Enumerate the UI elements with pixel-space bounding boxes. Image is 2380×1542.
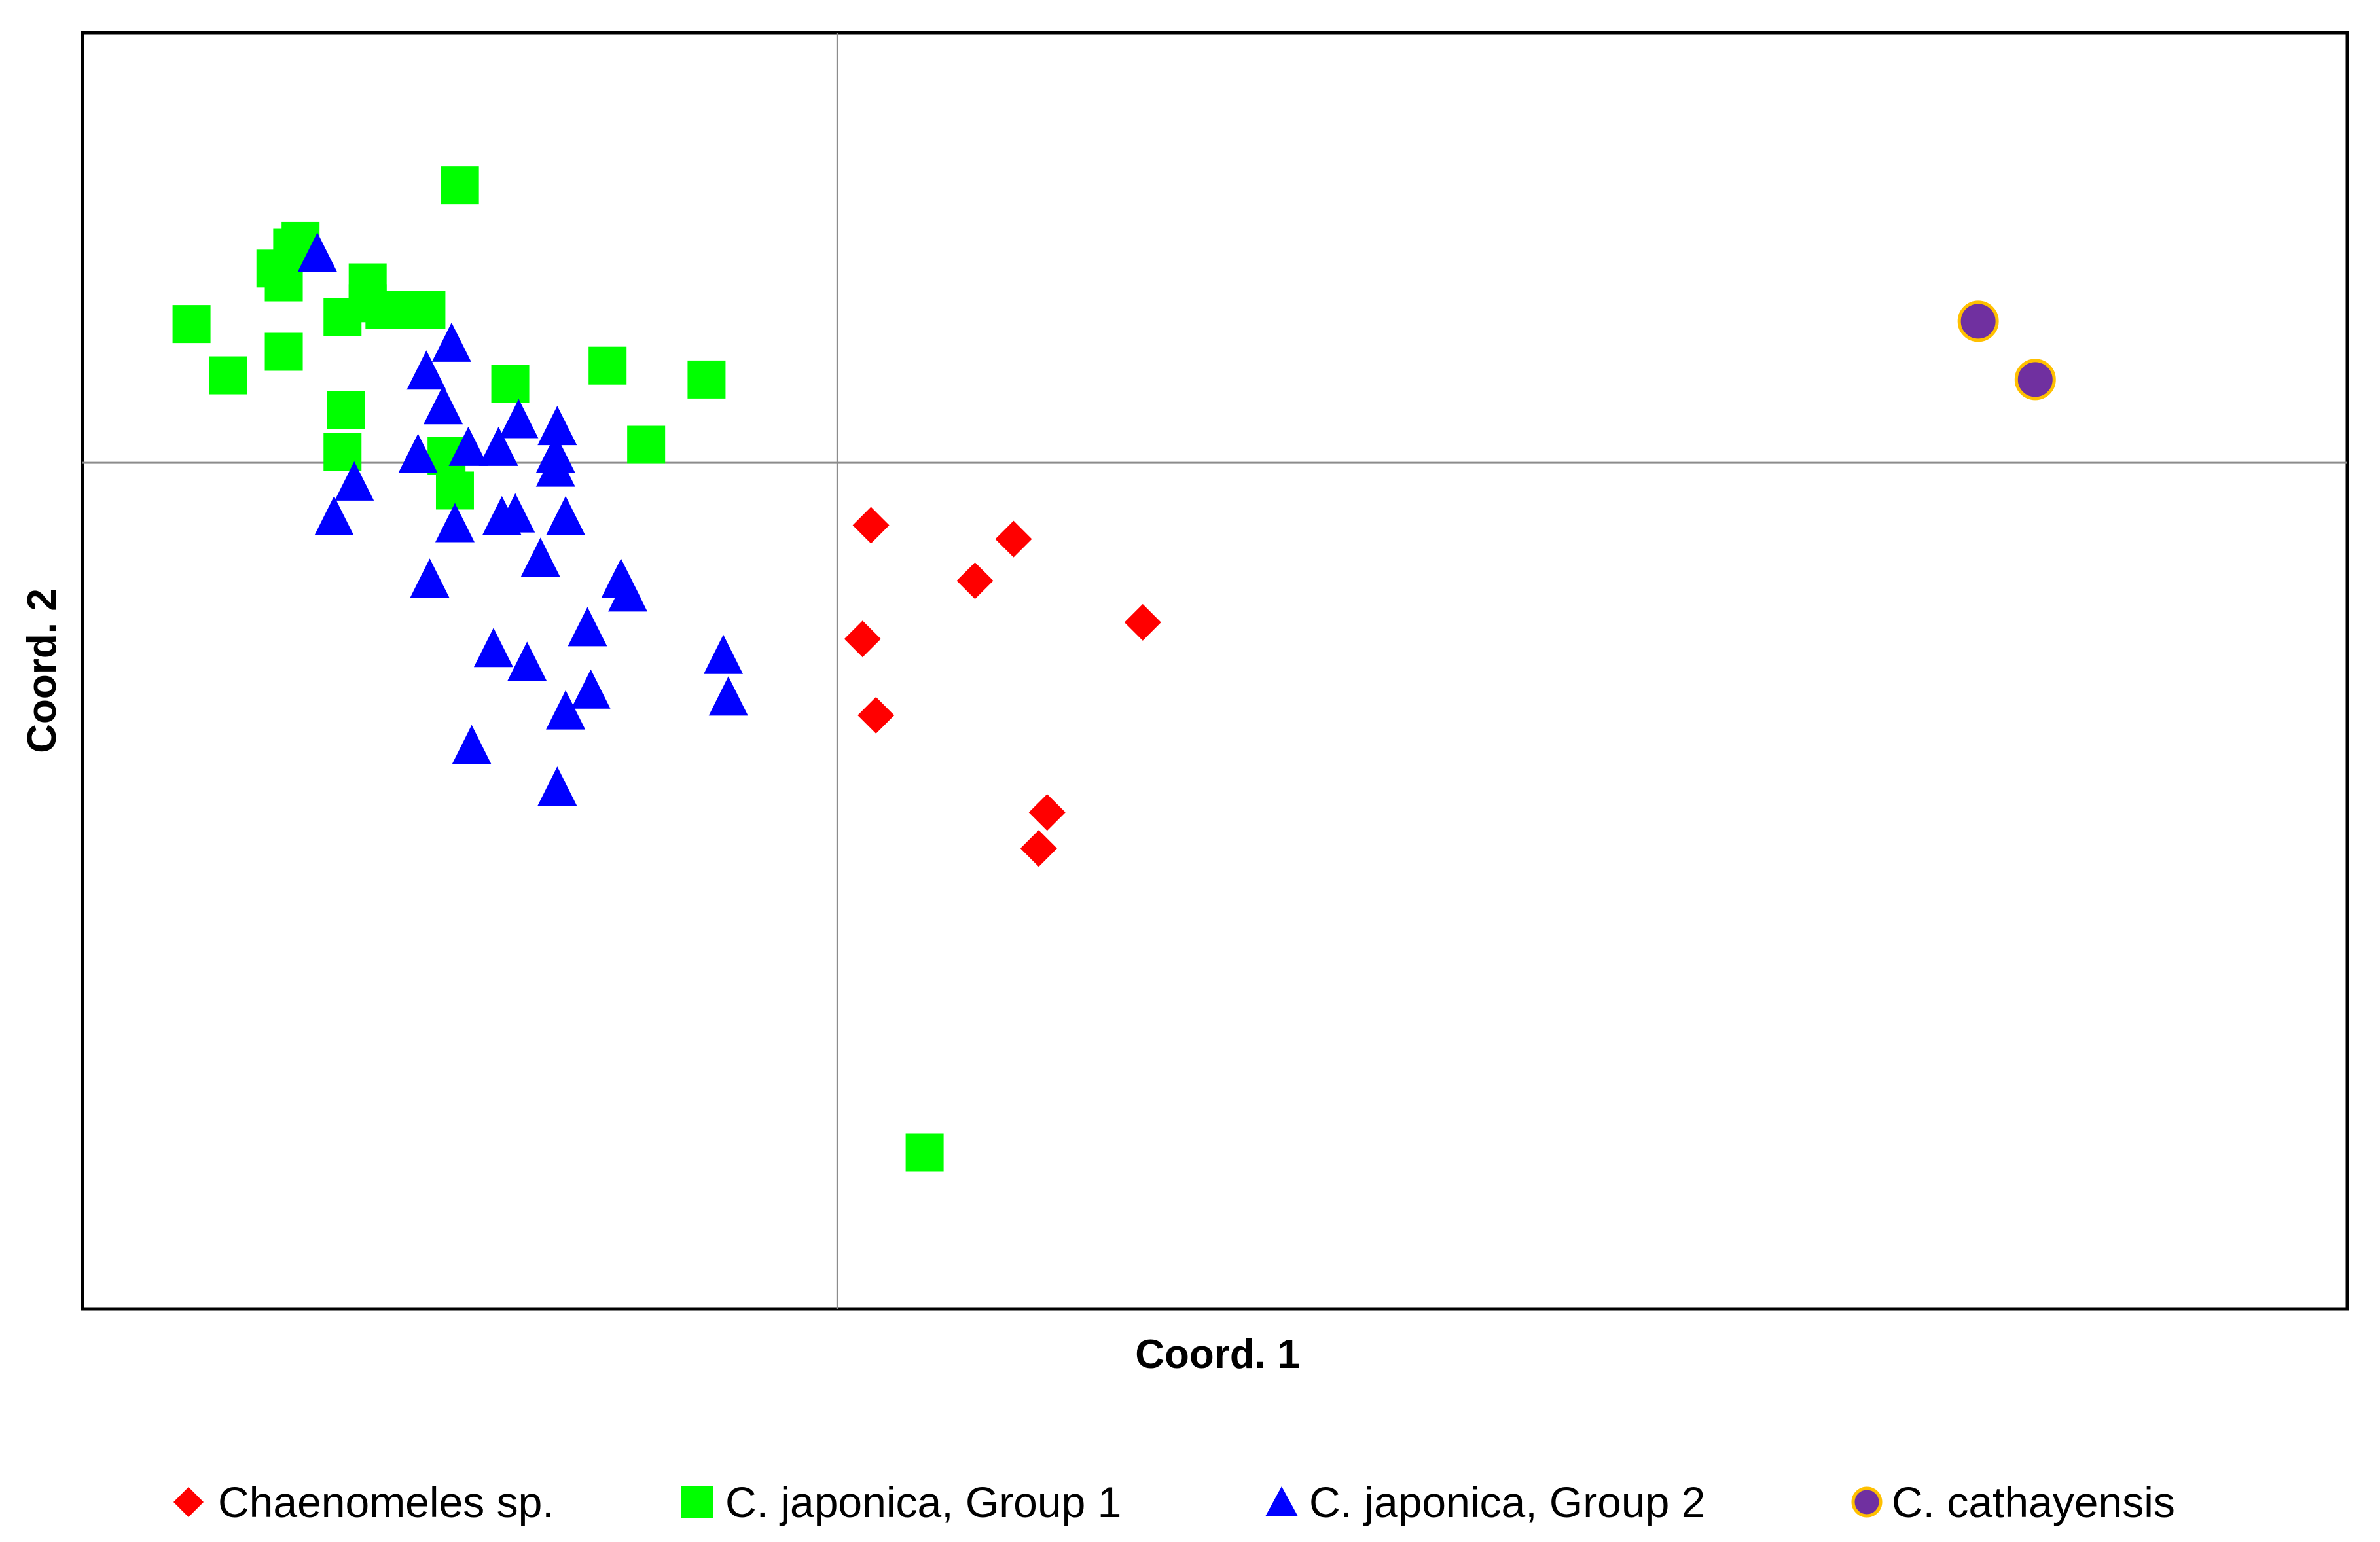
data-points xyxy=(172,166,2056,1172)
data-point-triangle-2-4 xyxy=(499,399,539,439)
legend-item-japonica-group-2: C. japonica, Group 2 xyxy=(1265,1478,1705,1526)
data-point-triangle-2-21 xyxy=(568,607,607,647)
legend-item-japonica-group-1: C. japonica, Group 1 xyxy=(681,1478,1121,1526)
legend-label: C. japonica, Group 2 xyxy=(1309,1478,1705,1526)
data-point-square-1-4 xyxy=(264,263,303,302)
legend-label: C. cathayensis xyxy=(1892,1478,2175,1526)
data-point-triangle-2-14 xyxy=(482,495,522,535)
data-point-triangle-2-25 xyxy=(546,690,586,730)
legend-marker-circle xyxy=(1851,1486,1883,1518)
data-point-triangle-2-15 xyxy=(435,503,475,543)
series-square-points xyxy=(172,166,944,1172)
data-point-triangle-2-16 xyxy=(546,495,586,535)
data-point-square-1-22 xyxy=(905,1133,944,1172)
data-point-square-1-15 xyxy=(588,346,627,385)
data-point-square-1-12 xyxy=(264,332,303,371)
data-point-triangle-2-17 xyxy=(520,537,560,577)
data-point-triangle-2-6 xyxy=(478,426,518,466)
series-circle-points xyxy=(1957,300,2056,401)
data-point-triangle-2-1 xyxy=(431,322,471,362)
data-point-triangle-2-20 xyxy=(607,572,647,612)
data-point-diamond-0-6 xyxy=(1028,794,1066,831)
data-point-square-1-11 xyxy=(323,298,362,336)
series-triangle-points xyxy=(297,232,748,806)
data-point-square-1-21 xyxy=(627,425,666,464)
legend-label: C. japonica, Group 1 xyxy=(725,1478,1121,1526)
data-point-circle-3-1 xyxy=(2014,359,2056,401)
legend-item-cathayensis: C. cathayensis xyxy=(1851,1478,2175,1526)
legend-label: Chaenomeles sp. xyxy=(218,1478,554,1526)
data-point-square-1-14 xyxy=(491,365,530,403)
data-point-square-1-16 xyxy=(687,360,726,399)
data-point-triangle-2-10 xyxy=(535,447,575,487)
data-point-diamond-0-2 xyxy=(956,562,994,600)
data-point-triangle-2-29 xyxy=(537,766,577,806)
y-axis-label: Coord. 2 xyxy=(20,588,65,753)
data-point-diamond-0-0 xyxy=(852,507,890,544)
series-diamond-points xyxy=(844,507,1161,867)
data-point-diamond-0-3 xyxy=(1124,603,1161,641)
data-point-triangle-2-26 xyxy=(704,634,744,674)
data-point-triangle-2-23 xyxy=(507,641,547,681)
data-point-triangle-2-28 xyxy=(452,725,492,764)
legend-marker-diamond xyxy=(173,1487,204,1517)
data-point-diamond-0-4 xyxy=(844,620,881,658)
data-point-square-1-0 xyxy=(441,166,479,205)
data-point-diamond-0-7 xyxy=(1020,830,1057,867)
data-point-diamond-0-1 xyxy=(995,520,1032,558)
data-point-triangle-2-0 xyxy=(297,232,337,272)
data-point-triangle-2-22 xyxy=(473,628,513,668)
data-point-triangle-2-11 xyxy=(334,461,374,501)
data-point-triangle-2-18 xyxy=(410,558,450,598)
data-point-diamond-0-5 xyxy=(857,696,895,734)
data-point-square-1-13 xyxy=(209,356,247,395)
data-point-square-1-9 xyxy=(407,291,446,329)
data-point-circle-3-0 xyxy=(1957,300,1999,342)
data-point-triangle-2-24 xyxy=(571,669,611,709)
legend-marker-triangle xyxy=(1265,1486,1298,1516)
legend: Chaenomeles sp. C. japonica, Group 1 C. … xyxy=(173,1478,2175,1526)
data-point-triangle-2-2 xyxy=(406,350,446,390)
data-point-square-1-17 xyxy=(327,391,365,429)
legend-marker-square xyxy=(681,1486,713,1518)
data-point-triangle-2-3 xyxy=(424,385,463,425)
data-point-triangle-2-27 xyxy=(708,676,748,716)
data-point-triangle-2-7 xyxy=(448,426,488,466)
data-point-triangle-2-8 xyxy=(398,433,438,473)
data-point-triangle-2-5 xyxy=(537,406,577,446)
x-axis-label: Coord. 1 xyxy=(1135,1332,1299,1377)
legend-item-chaenomeles: Chaenomeles sp. xyxy=(173,1478,554,1526)
plot-area xyxy=(81,31,2349,1311)
data-point-triangle-2-12 xyxy=(314,495,354,535)
data-point-square-1-10 xyxy=(172,305,211,344)
